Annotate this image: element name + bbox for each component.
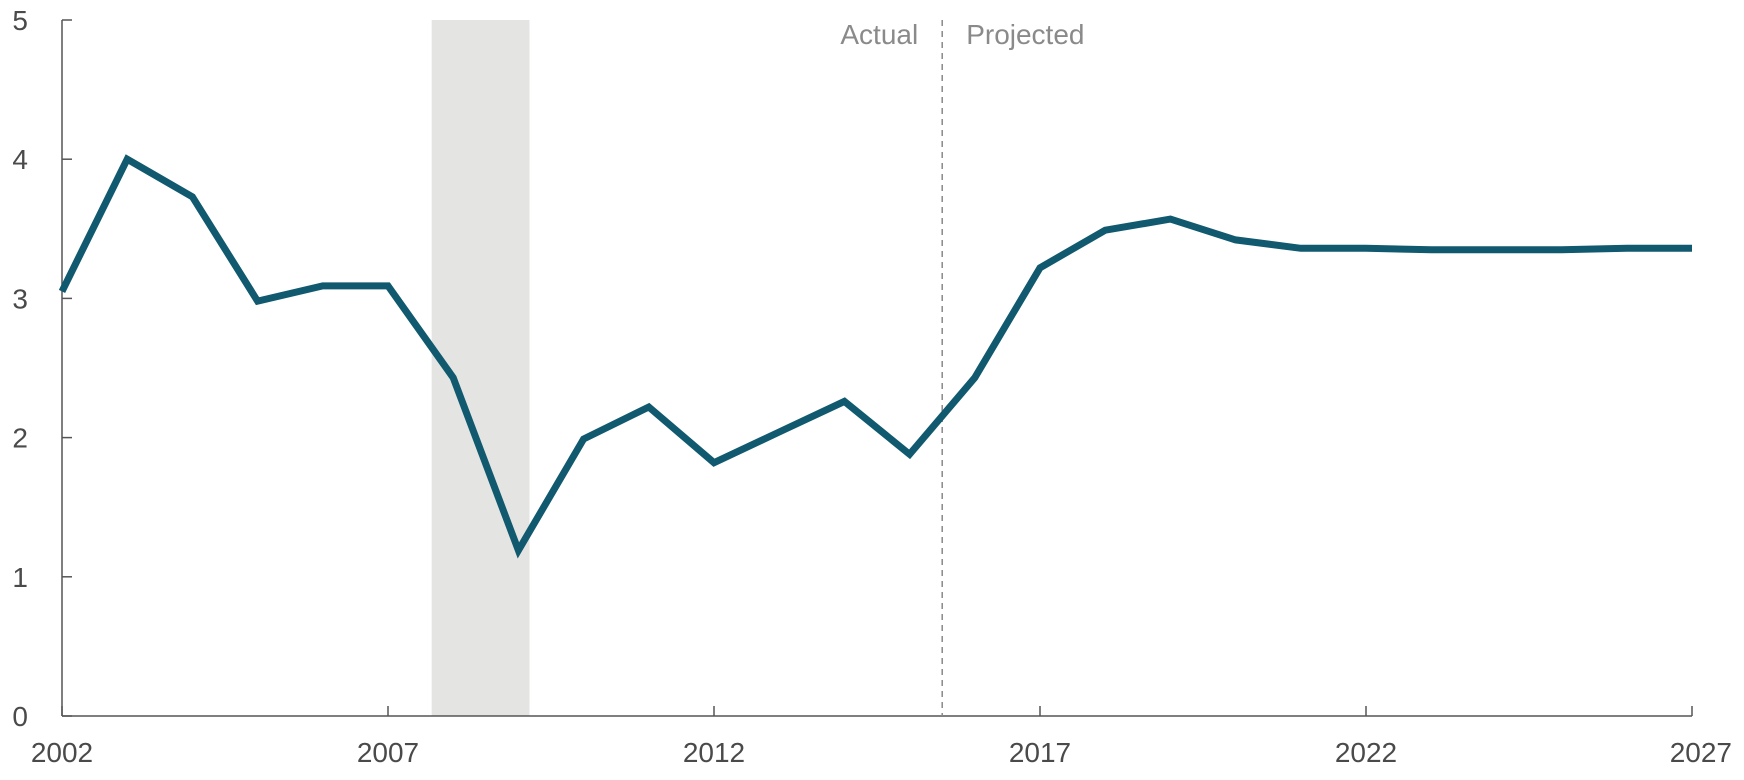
- y-tick-label: 1: [12, 562, 28, 593]
- y-tick-label: 3: [12, 283, 28, 314]
- x-tick-label: 2017: [1009, 737, 1071, 768]
- x-tick-label: 2002: [31, 737, 93, 768]
- x-tick-label: 2007: [357, 737, 419, 768]
- projected-label: Projected: [966, 19, 1084, 50]
- series-layer: [58, 154, 1692, 559]
- x-tick-label: 2027: [1670, 737, 1732, 768]
- x-tick-label: 2022: [1335, 737, 1397, 768]
- y-tick-label: 4: [12, 144, 28, 175]
- y-tick-label: 0: [12, 701, 28, 732]
- axes: [61, 20, 1692, 717]
- series-line: [58, 154, 1692, 559]
- x-tick-label: 2012: [683, 737, 745, 768]
- ticks: 0 1 2 3 4 5 2002 2007 2012 2017 2022 2027: [12, 5, 1732, 768]
- actual-projected-divider: Actual Projected: [840, 19, 1084, 716]
- y-tick-label: 2: [12, 423, 28, 454]
- actual-label: Actual: [840, 19, 918, 50]
- y-tick-label: 5: [12, 5, 28, 36]
